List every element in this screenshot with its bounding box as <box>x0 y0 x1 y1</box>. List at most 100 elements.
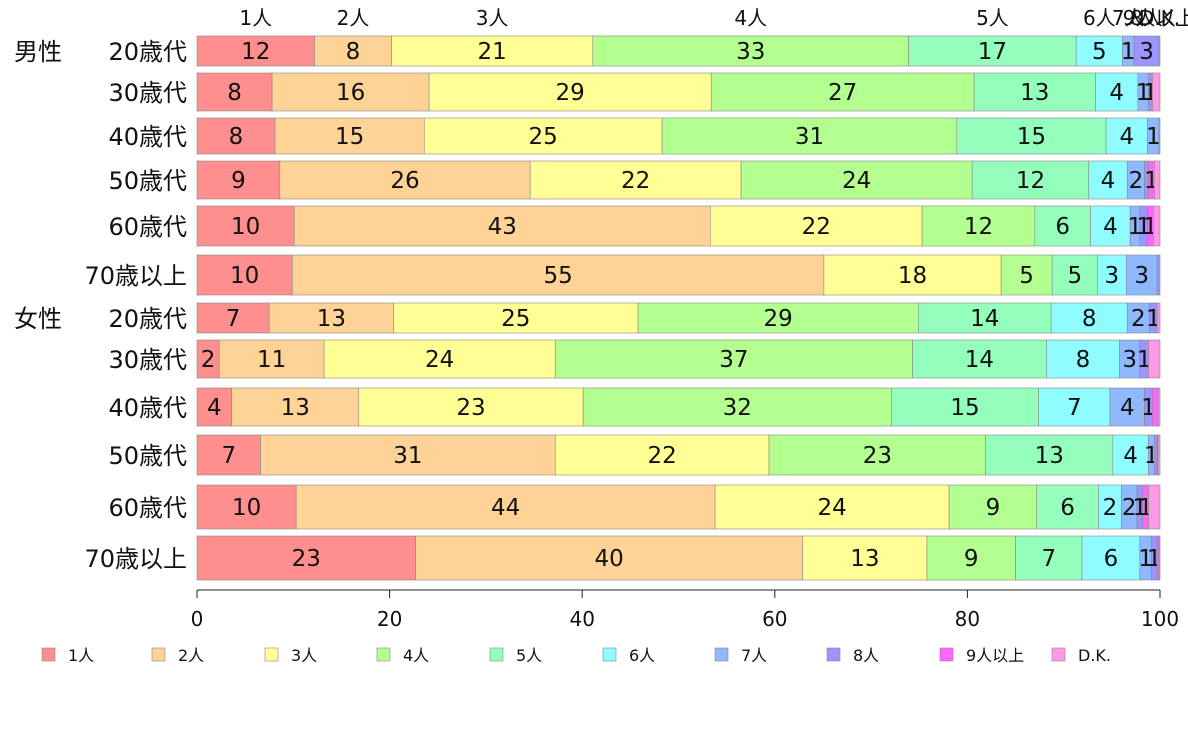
bar-segment <box>768 434 986 476</box>
category-label: 60歳代 <box>108 213 187 241</box>
bar-segment <box>529 160 742 200</box>
bar-value-label: 4 <box>1103 214 1118 240</box>
category-label: 40歳代 <box>108 394 187 422</box>
bar-segment <box>274 117 425 155</box>
bar-segment <box>554 339 913 379</box>
bar-segment <box>637 302 919 334</box>
bar-segment <box>1109 387 1145 427</box>
bar-value-label: 3 <box>1139 39 1154 65</box>
bar-value-label: 4 <box>207 395 222 421</box>
bar-segment <box>1015 535 1083 581</box>
bar-value-label: 10 <box>230 263 259 289</box>
legend-label: 7人 <box>741 646 767 665</box>
bar-value-label: 13 <box>1020 80 1049 106</box>
bar-value-label: 24 <box>425 347 454 373</box>
bar-segment <box>1112 434 1149 476</box>
bar-segment <box>709 205 923 247</box>
top-series-label: 8人 <box>1130 6 1163 30</box>
bar-value-label: 12 <box>241 39 270 65</box>
top-series-label: 2人 <box>337 6 370 30</box>
bar-value-label: 23 <box>456 395 485 421</box>
bar-value-label: 32 <box>723 395 752 421</box>
bar-segment <box>423 117 663 155</box>
bar-value-label: 1 <box>1138 546 1153 572</box>
bar-segment <box>1034 205 1091 247</box>
bar-segment <box>802 535 928 581</box>
bar-value-label: 17 <box>978 39 1007 65</box>
bar-value-label: 31 <box>795 124 824 150</box>
bar-segment <box>1156 302 1161 334</box>
bar-segment <box>908 35 1077 67</box>
bar-segment <box>196 484 297 530</box>
bar-segment <box>196 72 273 112</box>
bar-segment <box>196 160 281 200</box>
bar-segment <box>948 484 1038 530</box>
bar-segment <box>1158 35 1161 67</box>
legend-label: 5人 <box>516 646 542 665</box>
legend-label: 2人 <box>178 646 204 665</box>
bar-value-label: 40 <box>595 546 624 572</box>
bar-value-label: 43 <box>488 214 517 240</box>
bar-segment <box>1151 72 1161 112</box>
bar-value-label: 33 <box>736 39 765 65</box>
bar-value-label: 23 <box>292 546 321 572</box>
bar-value-label: 3 <box>1134 263 1149 289</box>
legend-swatch <box>714 647 729 662</box>
top-series-label: 5人 <box>976 6 1009 30</box>
legend-swatch <box>1051 647 1066 662</box>
bar-segment <box>1046 339 1120 379</box>
bar-segment <box>1148 484 1161 530</box>
x-tick-label: 0 <box>191 607 204 631</box>
bar-value-label: 4 <box>1123 443 1138 469</box>
bar-value-label: 13 <box>1035 443 1064 469</box>
bar-segment <box>921 205 1036 247</box>
bar-value-label: 22 <box>802 214 831 240</box>
bar-value-label: 4 <box>1120 395 1135 421</box>
bar-segment <box>1157 434 1161 476</box>
legend-label: 1人 <box>68 646 94 665</box>
category-label: 60歳代 <box>108 494 187 522</box>
bar-value-label: 22 <box>621 168 650 194</box>
bar-segment <box>1157 387 1161 427</box>
bar-segment <box>1075 35 1123 67</box>
legend-label: D.K. <box>1078 646 1111 665</box>
bar-value-label: 27 <box>828 80 857 106</box>
bar-value-label: 6 <box>1060 495 1075 521</box>
top-series-label: 6人 <box>1083 6 1116 30</box>
bar-value-label: 31 <box>393 443 422 469</box>
bar-value-label: 37 <box>719 347 748 373</box>
x-tick-label: 20 <box>377 607 402 631</box>
bar-segment <box>1000 254 1053 296</box>
bar-segment <box>985 434 1114 476</box>
bar-value-label: 26 <box>390 168 419 194</box>
legend-swatch <box>41 647 56 662</box>
bar-value-label: 1 <box>1136 80 1151 106</box>
bar-value-label: 12 <box>964 214 993 240</box>
bar-value-label: 10 <box>232 495 261 521</box>
legend-label: 4人 <box>403 646 429 665</box>
bar-segment <box>358 387 584 427</box>
bar-segment <box>710 72 975 112</box>
bar-segment <box>1088 160 1128 200</box>
bar-segment <box>1152 205 1161 247</box>
bar-value-label: 23 <box>863 443 892 469</box>
legend-label: 3人 <box>291 646 317 665</box>
legend-label: 9人以上 <box>966 646 1024 665</box>
bar-segment <box>1133 35 1160 67</box>
category-label: 70歳以上 <box>84 545 187 573</box>
category-label: 50歳代 <box>108 442 187 470</box>
bar-value-label: 3 <box>1122 347 1137 373</box>
bar-segment <box>314 35 392 67</box>
bar-segment <box>1158 117 1161 155</box>
bar-value-label: 4 <box>1109 80 1124 106</box>
x-tick-label: 80 <box>955 607 980 631</box>
bar-segment <box>1036 484 1099 530</box>
top-series-label: 1人 <box>239 6 272 30</box>
bar-value-label: 25 <box>501 306 530 332</box>
bar-segment <box>917 302 1052 334</box>
bar-value-label: 2 <box>1103 495 1118 521</box>
bar-value-label: 13 <box>317 306 346 332</box>
bar-value-label: 13 <box>281 395 310 421</box>
category-label: 40歳代 <box>108 123 187 151</box>
bar-segment <box>1151 387 1159 427</box>
